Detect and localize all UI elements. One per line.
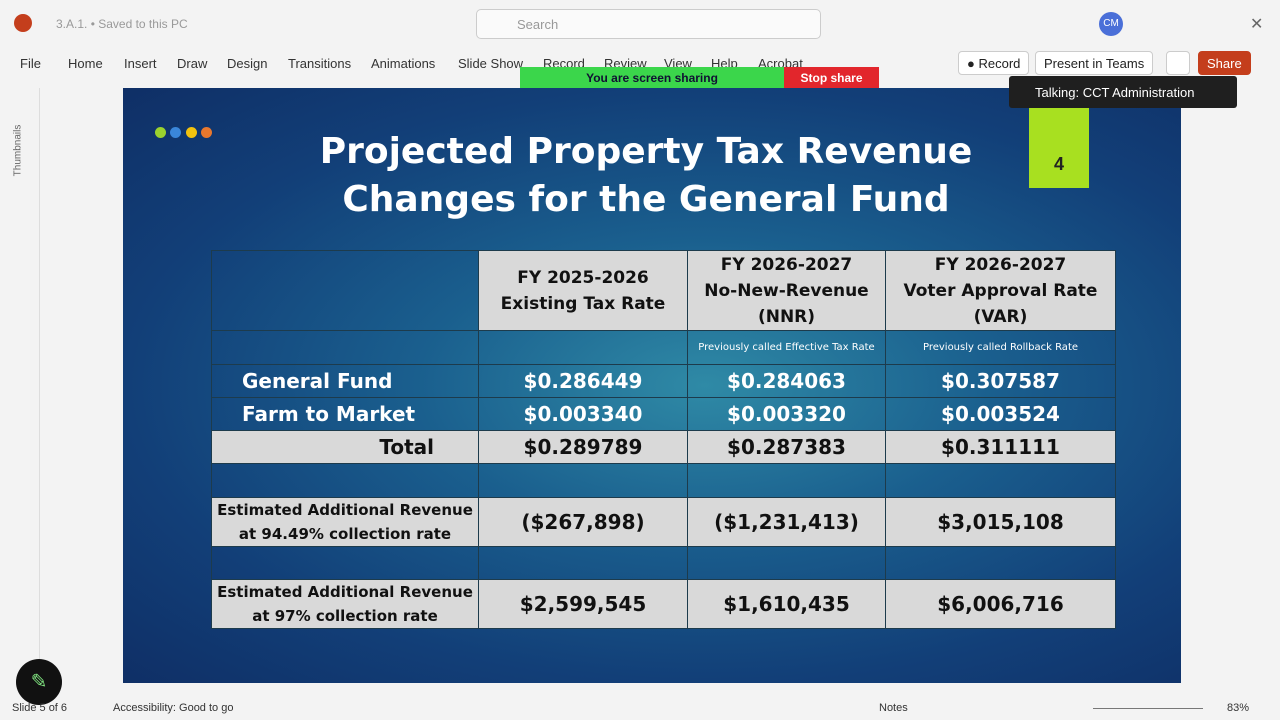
row: General Fund $0.286449 $0.284063 $0.307587 [211,364,1116,398]
line: No-New-Revenue [704,280,869,301]
dots [155,125,213,143]
slide-title: Projected Property Tax Revenue Changes f… [123,128,1169,224]
empty-cell [211,250,479,331]
badge: 4 [1029,108,1089,188]
record-button[interactable]: ● Record [958,51,1030,75]
row-label: Estimated Additional Revenue at 94.49% co… [211,497,479,547]
present-button[interactable]: Present in Teams [1035,51,1154,75]
ribbon-tab[interactable]: Animations [371,56,436,71]
cell: $1,610,435 [687,579,886,629]
line: Voter Approval Rate [903,280,1098,301]
spacer-row [211,546,1116,580]
column-note: Previously called Effective Tax Rate [687,330,886,365]
spacer-row [211,463,1116,498]
accessibility-status[interactable]: Accessibility: Good to go [113,702,234,714]
zoom-slider[interactable] [1093,708,1203,709]
tax-table: FY 2025-2026 Existing Tax Rate FY 2026-20… [211,250,1116,629]
close-button[interactable]: ✕ [1250,16,1264,33]
cell: $0.003524 [885,397,1116,431]
cell: $0.307587 [885,364,1116,398]
sidebar [0,88,40,696]
cell: $6,006,716 [885,579,1116,629]
empty-cell [478,330,688,365]
notes-button[interactable]: Notes [879,702,908,714]
cell: $0.003320 [687,397,886,431]
cell: $0.311111 [885,430,1116,464]
title-line: Projected Property Tax Revenue [319,131,973,172]
filename: 3.A.1. • Saved to this PC [56,17,188,31]
search-box[interactable]: Search [476,9,821,39]
ribbon-tab[interactable]: Design [227,56,268,71]
cell: $3,015,108 [885,497,1116,547]
ribbon-tab[interactable]: Transitions [288,56,352,71]
column-header: FY 2026-2027 Voter Approval Rate (VAR) [885,250,1116,331]
stop-share[interactable]: Stop share [784,67,879,89]
record-text: Record [978,56,1021,71]
line: Existing Tax Rate [500,293,666,314]
column-note: Previously called Rollback Rate [885,330,1116,365]
header-row: FY 2025-2026 Existing Tax Rate FY 2026-20… [211,250,1116,331]
ribbon-tab[interactable]: Draw [177,56,208,71]
comments-button[interactable] [1166,51,1190,75]
sharing-bar: You are screen sharing [520,67,784,89]
line: Estimated Additional Revenue [217,501,473,519]
line: FY 2026-2027 [720,254,853,275]
line: at 94.49% collection rate [238,525,452,543]
row-label: Total [211,430,479,464]
line: (NNR) [757,306,816,327]
empty-cell [211,330,479,365]
cell: $2,599,545 [478,579,688,629]
slide: Projected Property Tax Revenue Changes f… [123,88,1181,683]
row: Estimated Additional Revenue at 97% colle… [211,579,1116,629]
cell: $0.284063 [687,364,886,398]
cell: $0.286449 [478,364,688,398]
thumbnails-label[interactable]: Thumbnails [12,124,24,177]
avatar[interactable]: CM [1099,12,1123,36]
talking-indicator: Talking: CCT Administration [1009,76,1237,108]
line: (VAR) [973,306,1028,327]
column-header: FY 2026-2027 No-New-Revenue (NNR) [687,250,886,331]
ribbon-tab[interactable]: Home [68,56,103,71]
line: FY 2025-2026 [517,267,649,288]
line: Estimated Additional Revenue [217,583,473,601]
zoom-level[interactable]: 83% [1227,702,1250,714]
row: Farm to Market $0.003340 $0.003320 $0.00352… [211,397,1116,431]
title-line: Changes for the General Fund [342,179,950,220]
cell: ($267,898) [478,497,688,547]
note-row: Previously called Effective Tax Rate Pre… [211,330,1116,365]
ribbon-tab[interactable]: Insert [124,56,157,71]
line: at 97% collection rate [252,607,438,625]
row: Estimated Additional Revenue at 94.49% co… [211,497,1116,547]
cell: $0.003340 [478,397,688,431]
slide-counter: Slide 5 of 6 [12,702,68,714]
row-label: Farm to Market [211,397,479,431]
total-row: Total $0.289789 $0.287383 $0.311111 [211,430,1116,464]
ribbon-tab[interactable]: File [20,56,41,71]
ribbon-tab[interactable]: Slide Show [458,56,524,71]
cell: ($1,231,413) [687,497,886,547]
share-button[interactable]: Share [1198,51,1251,75]
save-status: Saved to this PC [98,17,188,31]
cell: $0.289789 [478,430,688,464]
row-label: General Fund [211,364,479,398]
filename-text: 3.A.1. [56,17,88,31]
app-icon [14,14,32,32]
cell: $0.287383 [687,430,886,464]
pen-button[interactable]: ✎ [16,659,62,705]
line: FY 2026-2027 [934,254,1067,275]
column-header: FY 2025-2026 Existing Tax Rate [478,250,688,331]
row-label: Estimated Additional Revenue at 97% colle… [211,579,479,629]
